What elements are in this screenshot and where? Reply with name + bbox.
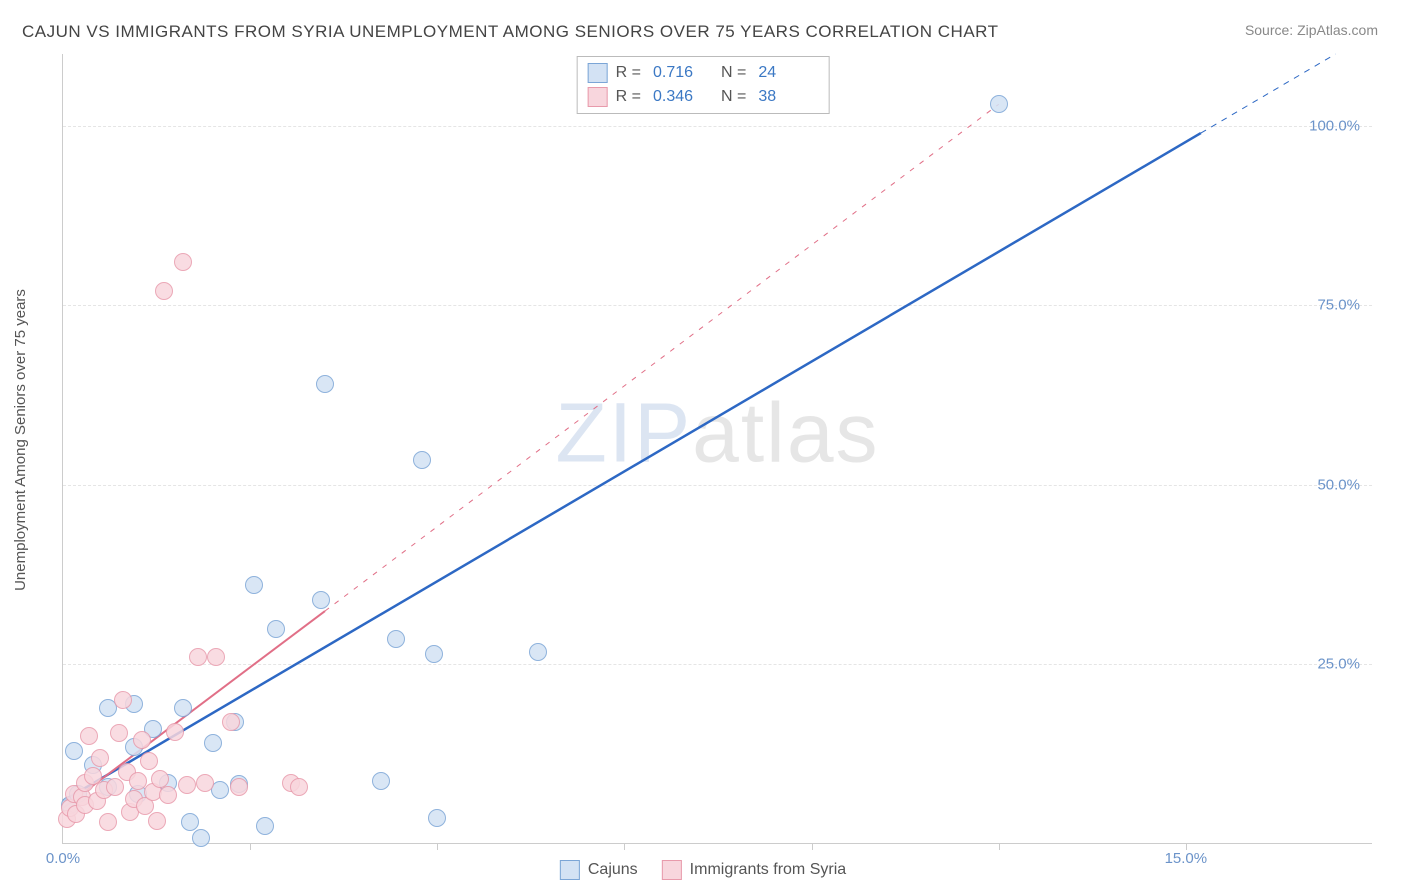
scatter-point — [312, 591, 330, 609]
scatter-point — [196, 774, 214, 792]
scatter-point — [178, 776, 196, 794]
scatter-point — [65, 742, 83, 760]
y-axis-title: Unemployment Among Seniors over 75 years — [12, 289, 29, 591]
scatter-point — [222, 713, 240, 731]
gridline-vertical — [624, 844, 625, 850]
scatter-point — [166, 723, 184, 741]
legend-series-label: Cajuns — [588, 861, 638, 879]
scatter-point — [413, 451, 431, 469]
scatter-point — [256, 817, 274, 835]
source-attribution: Source: ZipAtlas.com — [1245, 22, 1378, 38]
scatter-point — [428, 809, 446, 827]
scatter-point — [80, 727, 98, 745]
legend-swatch — [588, 87, 608, 107]
scatter-point — [529, 643, 547, 661]
scatter-point — [148, 812, 166, 830]
scatter-point — [372, 772, 390, 790]
scatter-point — [230, 778, 248, 796]
legend-r-value: 0.716 — [653, 64, 713, 82]
scatter-point — [267, 620, 285, 638]
legend-r-value: 0.346 — [653, 88, 713, 106]
gridline-vertical — [999, 844, 1000, 850]
scatter-point — [174, 253, 192, 271]
scatter-point — [114, 691, 132, 709]
legend-swatch — [662, 860, 682, 880]
scatter-point — [290, 778, 308, 796]
regression-line — [63, 133, 1201, 801]
scatter-point — [990, 95, 1008, 113]
scatter-point — [110, 724, 128, 742]
chart-plot-area: ZIPatlas 25.0%50.0%75.0%100.0%0.0%15.0% — [62, 54, 1372, 844]
correlation-legend: R = 0.716 N = 24 R = 0.346 N = 38 — [577, 56, 830, 114]
legend-n-label: N = — [721, 88, 746, 106]
scatter-point — [133, 731, 151, 749]
legend-swatch — [560, 860, 580, 880]
scatter-point — [204, 734, 222, 752]
scatter-point — [91, 749, 109, 767]
scatter-point — [245, 576, 263, 594]
scatter-point — [159, 786, 177, 804]
x-tick-label: 0.0% — [46, 850, 80, 867]
legend-r-label: R = — [616, 64, 641, 82]
legend-n-value: 38 — [758, 88, 818, 106]
scatter-point — [387, 630, 405, 648]
legend-swatch — [588, 63, 608, 83]
scatter-point — [425, 645, 443, 663]
legend-correlation-row: R = 0.346 N = 38 — [588, 85, 819, 109]
scatter-point — [155, 282, 173, 300]
gridline-vertical — [812, 844, 813, 850]
gridline-vertical — [437, 844, 438, 850]
gridline-vertical — [250, 844, 251, 850]
regression-line — [325, 104, 999, 611]
series-legend: Cajuns Immigrants from Syria — [560, 860, 846, 880]
scatter-point — [99, 813, 117, 831]
legend-r-label: R = — [616, 88, 641, 106]
regression-lines-layer — [63, 54, 1372, 843]
chart-title: CAJUN VS IMMIGRANTS FROM SYRIA UNEMPLOYM… — [22, 22, 999, 42]
legend-correlation-row: R = 0.716 N = 24 — [588, 61, 819, 85]
scatter-point — [181, 813, 199, 831]
legend-series-label: Immigrants from Syria — [690, 861, 846, 879]
legend-n-label: N = — [721, 64, 746, 82]
scatter-point — [189, 648, 207, 666]
x-tick-label: 15.0% — [1165, 850, 1208, 867]
scatter-point — [174, 699, 192, 717]
scatter-point — [192, 829, 210, 847]
legend-series-item: Immigrants from Syria — [662, 860, 846, 880]
scatter-point — [207, 648, 225, 666]
legend-n-value: 24 — [758, 64, 818, 82]
scatter-point — [140, 752, 158, 770]
regression-line — [1201, 54, 1336, 133]
scatter-point — [316, 375, 334, 393]
legend-series-item: Cajuns — [560, 860, 638, 880]
